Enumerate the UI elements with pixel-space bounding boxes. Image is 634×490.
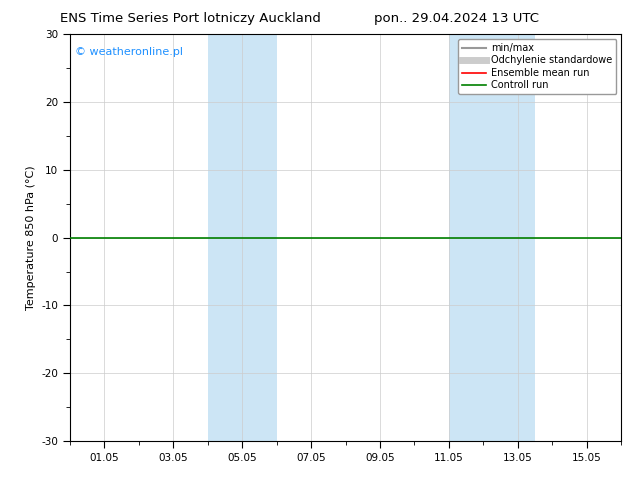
Text: pon.. 29.04.2024 13 UTC: pon.. 29.04.2024 13 UTC [374, 12, 539, 25]
Bar [207, 34, 276, 441]
Legend: min/max, Odchylenie standardowe, Ensemble mean run, Controll run: min/max, Odchylenie standardowe, Ensembl… [458, 39, 616, 94]
Y-axis label: Temperature 850 hPa (°C): Temperature 850 hPa (°C) [25, 165, 36, 310]
Text: © weatheronline.pl: © weatheronline.pl [75, 47, 183, 56]
Text: ENS Time Series Port lotniczy Auckland: ENS Time Series Port lotniczy Auckland [60, 12, 321, 25]
Bar [449, 34, 535, 441]
